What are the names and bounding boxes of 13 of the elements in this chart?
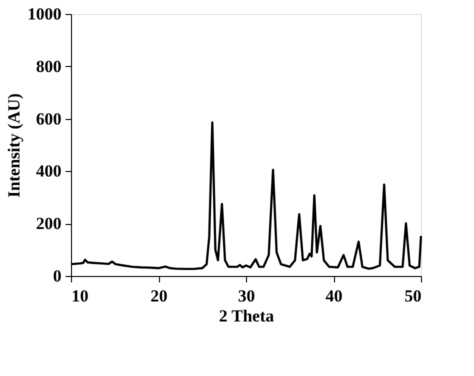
y-tick-label: 600 [36, 109, 62, 128]
y-tick-label: 200 [36, 214, 62, 234]
y-axis-title: Intensity (AU) [4, 93, 24, 198]
y-tick-label: 0 [53, 266, 62, 286]
x-tick-label: 50 [404, 286, 422, 306]
x-tick-label: 10 [72, 286, 88, 306]
x-tick-label: 20 [150, 286, 168, 306]
y-tick-label: 400 [36, 162, 62, 181]
x-axis-title: 2 Theta [219, 306, 274, 326]
x-tick-label: 40 [326, 286, 342, 306]
y-tick-label: 800 [36, 56, 62, 76]
x-tick-label: 30 [238, 286, 255, 306]
y-tick-label: 1000 [28, 4, 62, 24]
